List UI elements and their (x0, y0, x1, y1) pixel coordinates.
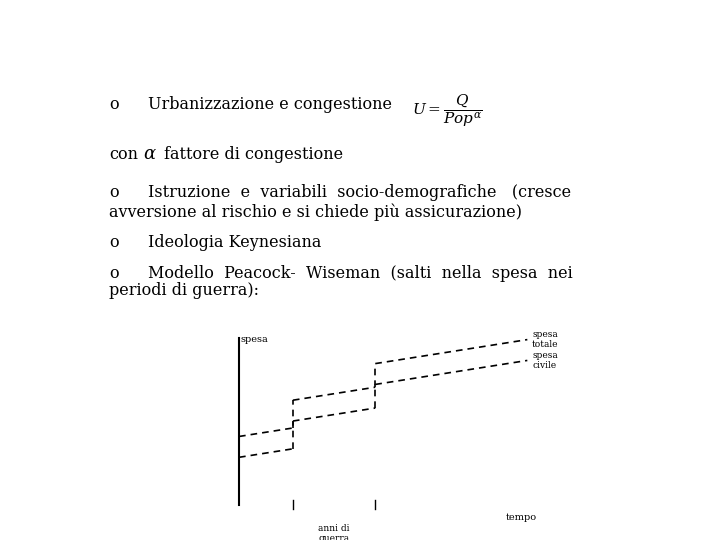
Text: o: o (109, 184, 119, 201)
Text: o: o (109, 265, 119, 282)
Text: spesa
totale: spesa totale (532, 330, 559, 349)
Text: anni di
guerra: anni di guerra (318, 524, 350, 540)
Text: Istruzione  e  variabili  socio-demografiche   (cresce: Istruzione e variabili socio-demografich… (148, 184, 571, 201)
Text: $U=\dfrac{Q}{Pop^{\alpha}}$: $U=\dfrac{Q}{Pop^{\alpha}}$ (412, 92, 482, 130)
Text: spesa
civile: spesa civile (532, 351, 558, 370)
Text: o: o (109, 234, 119, 251)
Text: Urbanizzazione e congestione: Urbanizzazione e congestione (148, 96, 392, 113)
Text: $\alpha$: $\alpha$ (143, 145, 156, 163)
Text: periodi di guerra):: periodi di guerra): (109, 282, 259, 299)
Text: Modello  Peacock-  Wiseman  (salti  nella  spesa  nei: Modello Peacock- Wiseman (salti nella sp… (148, 265, 573, 282)
Text: spesa: spesa (240, 335, 269, 344)
Text: Ideologia Keynesiana: Ideologia Keynesiana (148, 234, 322, 251)
Text: avversione al rischio e si chiede più assicurazione): avversione al rischio e si chiede più as… (109, 204, 523, 221)
Text: o: o (109, 96, 119, 113)
Text: fattore di congestione: fattore di congestione (163, 146, 343, 163)
Text: tempo: tempo (505, 513, 536, 522)
Text: con: con (109, 146, 138, 163)
